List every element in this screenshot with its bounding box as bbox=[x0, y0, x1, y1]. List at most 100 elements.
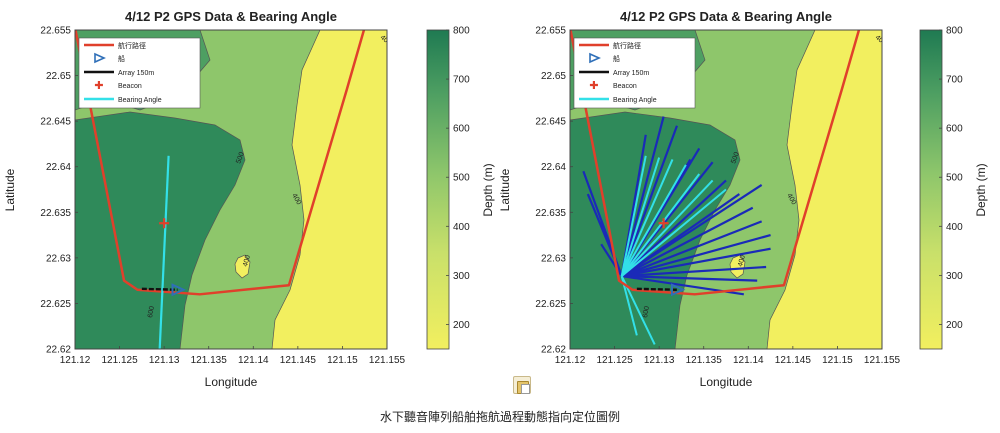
plot-frame bbox=[74, 29, 388, 350]
x-tick-label: 121.125 bbox=[596, 355, 633, 366]
colorbar-tick-label: 400 bbox=[453, 222, 470, 233]
legend-beacon-label: Beacon bbox=[118, 83, 142, 90]
depth-zone-deep bbox=[570, 111, 741, 349]
x-tick-label: 121.145 bbox=[280, 355, 317, 366]
y-tick-label: 22.62 bbox=[541, 345, 566, 356]
y-tick-label: 22.65 bbox=[541, 71, 566, 82]
bearing-line-blue bbox=[620, 125, 679, 277]
bearing-line-blue bbox=[621, 220, 763, 278]
y-tick-label: 22.645 bbox=[40, 117, 71, 128]
legend-ship-swatch bbox=[94, 52, 106, 64]
legend-array-label: Array 150m bbox=[118, 70, 154, 77]
x-tick-label: 121.145 bbox=[775, 355, 812, 366]
y-tick-label: 22.64 bbox=[46, 162, 71, 173]
contour-label: 500 bbox=[235, 151, 246, 164]
chart-right-contours: 600 500 400 400 600 400 bbox=[570, 30, 888, 349]
bearing-line-blue bbox=[621, 265, 767, 278]
legend-array-label: Array 150m bbox=[613, 70, 649, 77]
bearing-line-cyan bbox=[621, 188, 727, 277]
figure-caption: 水下聽音陣列船舶拖航過程動態指向定位圖例 bbox=[379, 410, 620, 424]
x-tick-label: 121.13 bbox=[149, 355, 180, 366]
legend-track-label: 航行路徑 bbox=[613, 41, 641, 50]
y-tick-label: 22.625 bbox=[40, 299, 71, 310]
y-tick-label: 22.645 bbox=[535, 117, 566, 128]
contour-label: 400 bbox=[874, 34, 888, 47]
colorbar-tick-label: 700 bbox=[453, 75, 470, 86]
colorbar: 200 300 400 500 600 700 800 Depth (m) bbox=[919, 26, 988, 350]
legend-beacon-swatch: ✚ bbox=[94, 79, 103, 92]
colorbar-tick-label: 600 bbox=[946, 124, 963, 135]
bearing-line-cyan bbox=[620, 275, 638, 336]
colorbar-tick-label: 300 bbox=[453, 271, 470, 282]
colorbar-ticks: 200 300 400 500 600 700 800 bbox=[446, 26, 470, 331]
legend-bearing-label: Bearing Angle bbox=[613, 97, 657, 104]
bearing-line-cyan bbox=[620, 164, 687, 277]
y-tick-label: 22.655 bbox=[535, 26, 566, 37]
shoal-island bbox=[234, 254, 251, 279]
depth-zone-shallow bbox=[766, 30, 882, 349]
legend: 航行路徑 船 Array 150m ✚ Beacon Bearing Angle bbox=[573, 37, 696, 109]
bearing-line-blue bbox=[621, 247, 771, 278]
y-tick-label: 22.62 bbox=[46, 345, 71, 356]
colorbar-tick-label: 500 bbox=[453, 173, 470, 184]
colorbar-tick-label: 800 bbox=[453, 26, 470, 37]
colorbar: 200 300 400 500 600 700 800 Depth (m) bbox=[426, 26, 495, 350]
x-axis-label: Longitude bbox=[205, 375, 258, 389]
colorbar-tick-label: 400 bbox=[946, 222, 963, 233]
bearing-line-cyan bbox=[620, 159, 674, 277]
y-tick-label: 22.635 bbox=[535, 208, 566, 219]
shoal-island bbox=[729, 254, 746, 279]
x-tick-label: 121.155 bbox=[369, 355, 406, 366]
contour-label: 500 bbox=[730, 151, 741, 164]
depth-zone-shallow bbox=[271, 30, 387, 349]
x-tick-label: 121.135 bbox=[191, 355, 228, 366]
legend-ship-swatch bbox=[589, 52, 601, 64]
colorbar-tick-label: 800 bbox=[946, 26, 963, 37]
bearing-line-cyan bbox=[620, 173, 701, 277]
legend-beacon-label: Beacon bbox=[613, 83, 637, 90]
x-tick-label: 121.14 bbox=[238, 355, 269, 366]
chart-left-ticks: 121.12 121.125 121.13 121.135 121.14 121.145 1… bbox=[40, 26, 405, 367]
paste-options-icon[interactable] bbox=[513, 376, 531, 394]
ship-marker bbox=[171, 283, 186, 297]
ship-marker bbox=[670, 283, 686, 297]
colorbar-tick-label: 700 bbox=[946, 75, 963, 86]
contour-label: 600 bbox=[642, 306, 651, 319]
x-tick-label: 121.15 bbox=[822, 355, 853, 366]
colorbar-gradient bbox=[919, 29, 943, 350]
x-tick-label: 121.13 bbox=[644, 355, 675, 366]
y-tick-label: 22.65 bbox=[46, 71, 71, 82]
chart-right: 4/12 P2 GPS Data & Bearing Angle 600 500… bbox=[498, 9, 988, 389]
colorbar-tick-label: 600 bbox=[453, 124, 470, 135]
x-tick-label: 121.12 bbox=[555, 355, 586, 366]
legend-bearing-label: Bearing Angle bbox=[118, 97, 162, 104]
x-axis-label: Longitude bbox=[700, 375, 753, 389]
bearing-line bbox=[158, 155, 170, 349]
contour-label: 400 bbox=[737, 254, 747, 267]
bearing-line-blue bbox=[621, 184, 763, 278]
bearing-line-blue bbox=[620, 179, 727, 277]
x-tick-label: 121.125 bbox=[101, 355, 138, 366]
contour-label: 400 bbox=[379, 34, 393, 47]
y-tick-label: 22.635 bbox=[40, 208, 71, 219]
y-tick-label: 22.63 bbox=[46, 253, 71, 264]
contour-label: 600 bbox=[147, 306, 156, 319]
bearing-line-blue bbox=[600, 221, 623, 277]
colorbar-tick-label: 500 bbox=[946, 173, 963, 184]
x-tick-label: 121.155 bbox=[864, 355, 901, 366]
colorbar-ticks: 200 300 400 500 600 700 800 bbox=[939, 26, 963, 331]
chart-left: 4/12 P2 GPS Data & Bearing Angle 600 500… bbox=[3, 9, 495, 389]
colorbar-tick-label: 200 bbox=[946, 320, 963, 331]
bearing-line-blue bbox=[620, 116, 665, 277]
bearing-line-blue bbox=[621, 274, 758, 282]
x-tick-label: 121.135 bbox=[686, 355, 723, 366]
colorbar-tick-label: 200 bbox=[453, 320, 470, 331]
y-tick-label: 22.64 bbox=[541, 162, 566, 173]
depth-zone-deep bbox=[75, 111, 246, 349]
legend-ship-label: 船 bbox=[613, 54, 620, 63]
plot-frame bbox=[569, 29, 883, 350]
legend: 航行路徑 船 Array 150m ✚ Beacon Bearing Angle bbox=[78, 37, 201, 109]
colorbar-gradient bbox=[426, 29, 450, 350]
y-axis-label: Latitude bbox=[3, 168, 17, 211]
